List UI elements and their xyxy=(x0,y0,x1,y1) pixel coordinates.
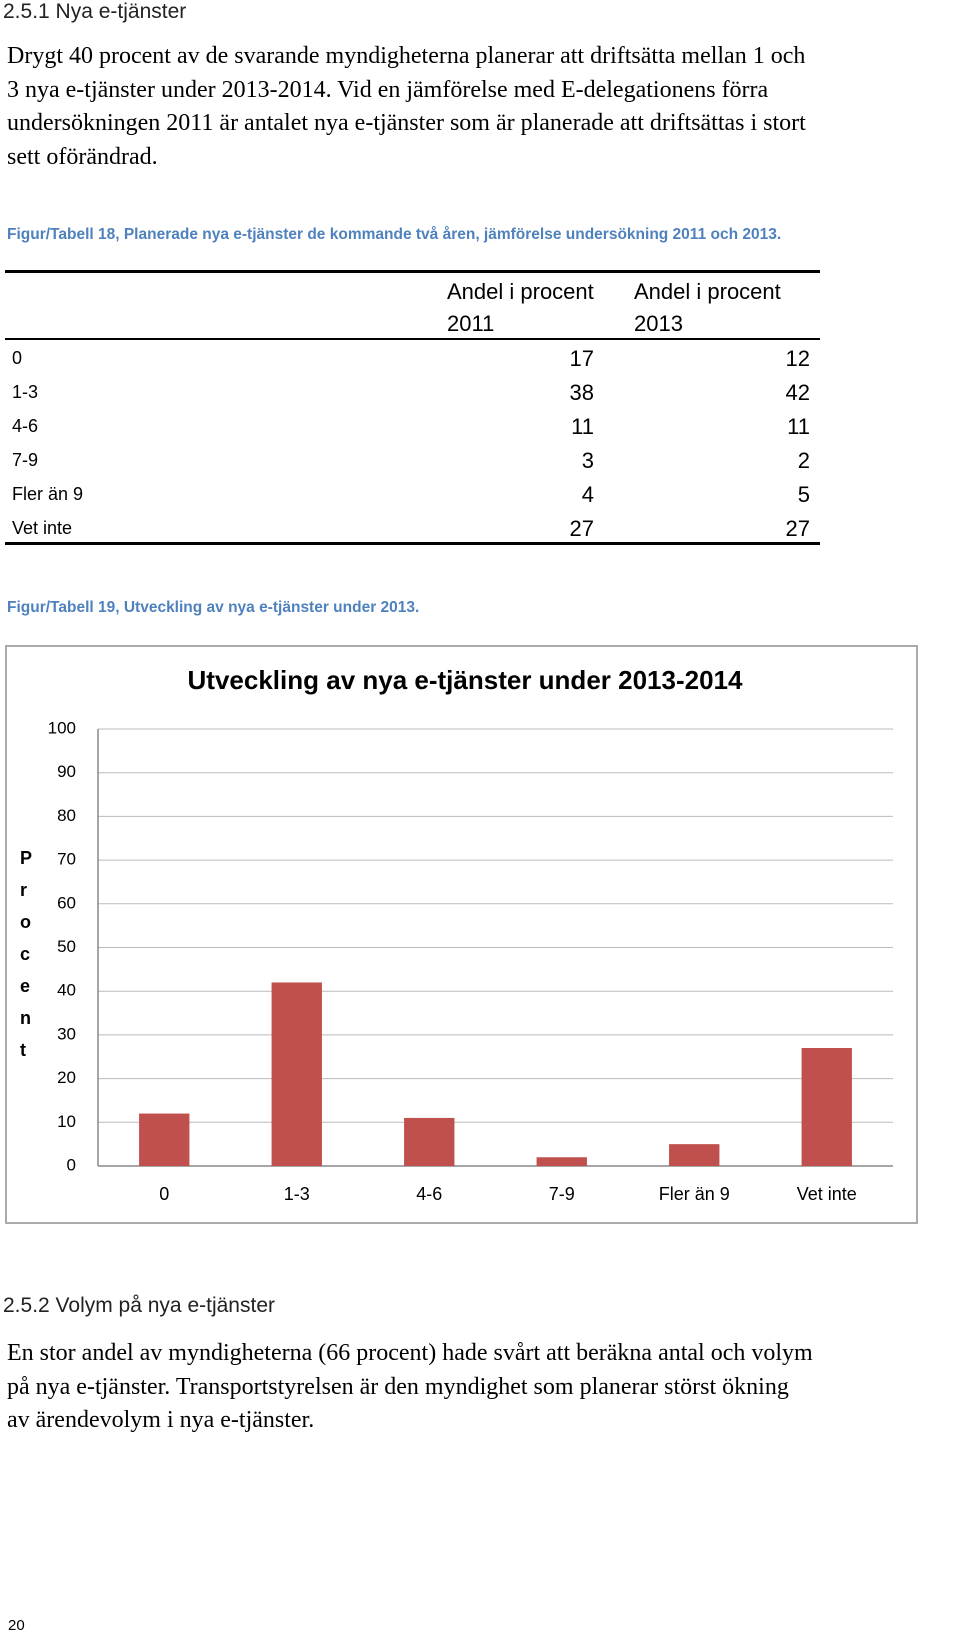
y-tick-label: 10 xyxy=(57,1112,76,1131)
chart-title: Utveckling av nya e-tjänster under 2013-… xyxy=(188,665,743,695)
table-rule xyxy=(5,270,820,273)
bar xyxy=(404,1117,455,1166)
row-label: 4-6 xyxy=(12,416,39,436)
row-label: Fler än 9 xyxy=(12,484,84,504)
table-rule xyxy=(5,542,820,545)
y-tick-label: 0 xyxy=(67,1155,76,1174)
x-tick-label: 4-6 xyxy=(416,1184,442,1204)
cell-value: 11 xyxy=(571,414,594,439)
y-tick-label: 40 xyxy=(57,981,76,1000)
cell-value: 42 xyxy=(785,380,810,405)
row-label: 1-3 xyxy=(12,382,39,402)
paragraph-line: sett oförändrad. xyxy=(7,143,158,170)
page-number: 20 xyxy=(8,1617,25,1634)
y-tick-label: 80 xyxy=(57,806,76,825)
y-axis-label: Procent xyxy=(20,848,33,1060)
cell-value: 2 xyxy=(797,448,810,473)
row-label: 7-9 xyxy=(12,450,39,470)
heading: 2.5.2 Volym på nya e-tjänster xyxy=(3,1294,275,1317)
y-tick-label: 70 xyxy=(57,850,76,869)
paragraph-line: undersökningen 2011 är antalet nya e-tjä… xyxy=(7,110,806,136)
y-tick-label: 20 xyxy=(57,1068,76,1087)
column-header: Andel i procent 2011 xyxy=(447,279,594,336)
cell-value: 27 xyxy=(785,516,810,541)
y-tick-label: 100 xyxy=(48,718,76,737)
table-rule xyxy=(5,338,820,340)
y-tick-label: 60 xyxy=(57,893,76,912)
cell-value: 27 xyxy=(569,516,594,541)
cell-value: 17 xyxy=(569,346,594,371)
cell-value: 38 xyxy=(569,380,594,405)
row-label: 0 xyxy=(12,348,23,368)
x-tick-label: Fler än 9 xyxy=(659,1184,730,1204)
paragraph-line: av ärendevolym i nya e-tjänster. xyxy=(7,1407,315,1433)
cell-value: 11 xyxy=(787,414,810,439)
caption: Figur/Tabell 19, Utveckling av nya e-tjä… xyxy=(7,599,420,616)
paragraph-line: 3 nya e-tjänster under 2013-2014. Vid en… xyxy=(7,76,769,103)
bar xyxy=(271,982,322,1166)
paragraph-line: Drygt 40 procent av de svarande myndighe… xyxy=(7,43,806,69)
column-header: Andel i procent 2013 xyxy=(634,279,781,336)
caption: Figur/Tabell 18, Planerade nya e-tjänste… xyxy=(7,226,782,243)
y-tick-label: 90 xyxy=(57,762,76,781)
cell-value: 3 xyxy=(581,448,594,473)
x-tick-label: Vet inte xyxy=(797,1184,857,1204)
x-tick-label: 1-3 xyxy=(284,1184,310,1204)
paragraph-line: på nya e-tjänster. Transportstyrelsen är… xyxy=(7,1373,789,1400)
y-tick-label: 50 xyxy=(57,937,76,956)
y-tick-label: 30 xyxy=(57,1024,76,1043)
cell-value: 5 xyxy=(797,482,810,507)
cell-value: 4 xyxy=(581,482,594,507)
chart: Utveckling av nya e-tjänster under 2013-… xyxy=(5,645,918,1224)
bar xyxy=(536,1157,587,1166)
x-tick-label: 0 xyxy=(159,1184,169,1204)
heading: 2.5.1 Nya e-tjänster xyxy=(3,0,187,23)
x-tick-label: 7-9 xyxy=(549,1184,575,1204)
cell-value: 12 xyxy=(785,346,810,371)
paragraph-line: En stor andel av myndigheterna (66 proce… xyxy=(7,1340,813,1366)
bar xyxy=(801,1048,852,1166)
row-label: Vet inte xyxy=(12,518,73,538)
bar xyxy=(139,1113,190,1166)
bar xyxy=(669,1144,720,1166)
